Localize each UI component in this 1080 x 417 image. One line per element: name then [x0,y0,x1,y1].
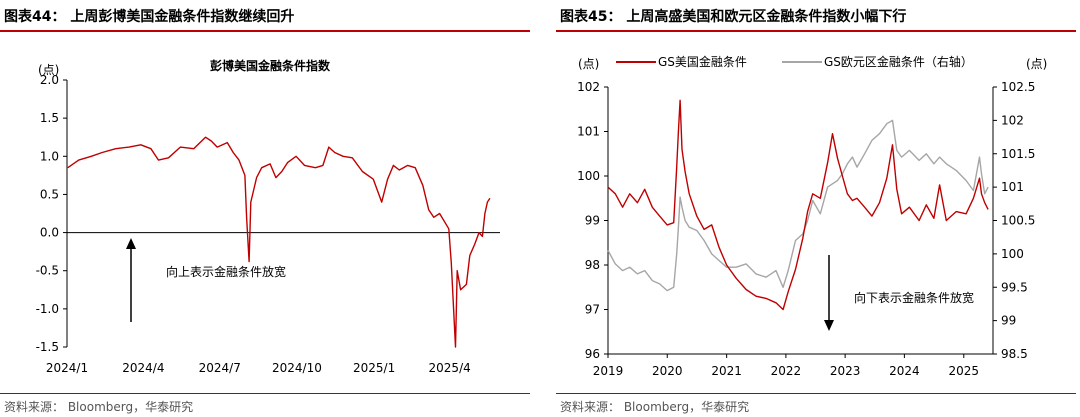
y-tick-label: -1.5 [36,340,59,354]
x-tick-label: 2024/4 [122,361,164,375]
y-tick-label-left: 97 [585,303,600,317]
y-tick-label-right: 102 [1001,113,1024,127]
y-tick-label-right: 100 [1001,247,1024,261]
y-tick-label: -1.0 [36,302,59,316]
legend: GS美国金融条件 GS欧元区金融条件（右轴） [616,54,973,69]
y-tick-label-left: 102 [577,80,600,94]
y-ticks-right: 98.5 99 99.5 100 100.5 101 101.5 102 102.5 [993,80,1035,361]
x-tick-label: 2019 [593,364,624,378]
x-tick-label: 2024/10 [272,361,322,375]
y-unit-label: (点) [38,63,59,77]
series-line-eu [607,119,989,292]
title-rule [0,30,530,32]
source-note: 资料来源： Bloomberg，华泰研究 [4,400,194,414]
y-tick-label-right: 98.5 [1001,347,1028,361]
y-tick-label-right: 101.5 [1001,147,1035,161]
x-tick-label: 2022 [771,364,802,378]
y-tick-label-left: 96 [585,347,600,361]
legend-label-us: GS美国金融条件 [658,54,747,69]
annotation-text: 向上表示金融条件放宽 [166,264,286,279]
x-tick-label: 2020 [652,364,683,378]
x-tick-label: 2024 [889,364,920,378]
y-tick-label: 1.5 [40,111,59,125]
source-rule [556,393,1076,394]
figure-title: 图表44： 上周彭博美国金融条件指数继续回升 [4,9,295,25]
y-tick-label-left: 98 [585,258,600,272]
chart-title: 彭博美国金融条件指数 [210,58,331,73]
x-tick-label: 2025/1 [353,361,395,375]
series-line-us [607,99,989,311]
y-tick-label-left: 99 [585,214,600,228]
x-tick-label: 2023 [830,364,861,378]
x-ticks: 2024/1 2024/4 2024/7 2024/10 2025/1 2025/4 [46,361,471,375]
figure-45: 图表45： 上周高盛美国和欧元区金融条件指数小幅下行 (点) (点) GS美国金… [556,0,1080,417]
y-tick-label-left: 100 [577,169,600,183]
y-tick-label-right: 101 [1001,180,1024,194]
y-tick-label-left: 101 [577,125,600,139]
y-tick-label: 0.5 [40,187,59,201]
y-ticks: -1.5 -1.0 -0.5 0.0 0.5 1.0 1.5 2.0 [36,73,67,354]
y-tick-label-right: 102.5 [1001,80,1035,94]
source-rule [0,393,530,394]
annotation-arrow-up [126,238,136,322]
y-tick-label-right: 99 [1001,314,1016,328]
y-unit-label-left: (点) [578,57,599,71]
x-ticks: 2019 2020 2021 2022 2023 2024 2025 [593,354,979,378]
figure-title: 图表45： 上周高盛美国和欧元区金融条件指数小幅下行 [560,9,907,25]
title-rule [556,30,1076,32]
x-tick-label: 2024/7 [199,361,241,375]
annotation-text: 向下表示金融条件放宽 [854,290,974,305]
x-tick-label: 2025 [949,364,980,378]
y-tick-label: -0.5 [36,264,59,278]
series-line [67,136,491,348]
x-tick-label: 2025/4 [429,361,471,375]
source-note: 资料来源： Bloomberg，华泰研究 [560,400,750,414]
y-tick-label-right: 99.5 [1001,280,1028,294]
figure-44: 图表44： 上周彭博美国金融条件指数继续回升 (点) 彭博美国金融条件指数 -1… [0,9,530,414]
y-tick-label: 0.0 [40,226,59,240]
bloomberg-fci-chart: (点) 彭博美国金融条件指数 -1.5 -1.0 -0.5 0.0 0.5 1.0 1.5 2… [36,58,500,375]
y-tick-label-right: 100.5 [1001,214,1035,228]
y-tick-label: 2.0 [40,73,59,87]
y-unit-label-right: (点) [1026,57,1047,71]
y-ticks-left: 96 97 98 99 100 101 102 [577,80,608,361]
gs-fci-chart: (点) (点) GS美国金融条件 GS欧元区金融条件（右轴） 96 97 98 99 1… [577,54,1047,378]
x-tick-label: 2024/1 [46,361,88,375]
x-tick-label: 2021 [711,364,742,378]
annotation-arrow-down [824,255,834,331]
y-tick-label: 1.0 [40,149,59,163]
legend-label-eu: GS欧元区金融条件（右轴） [824,54,973,69]
